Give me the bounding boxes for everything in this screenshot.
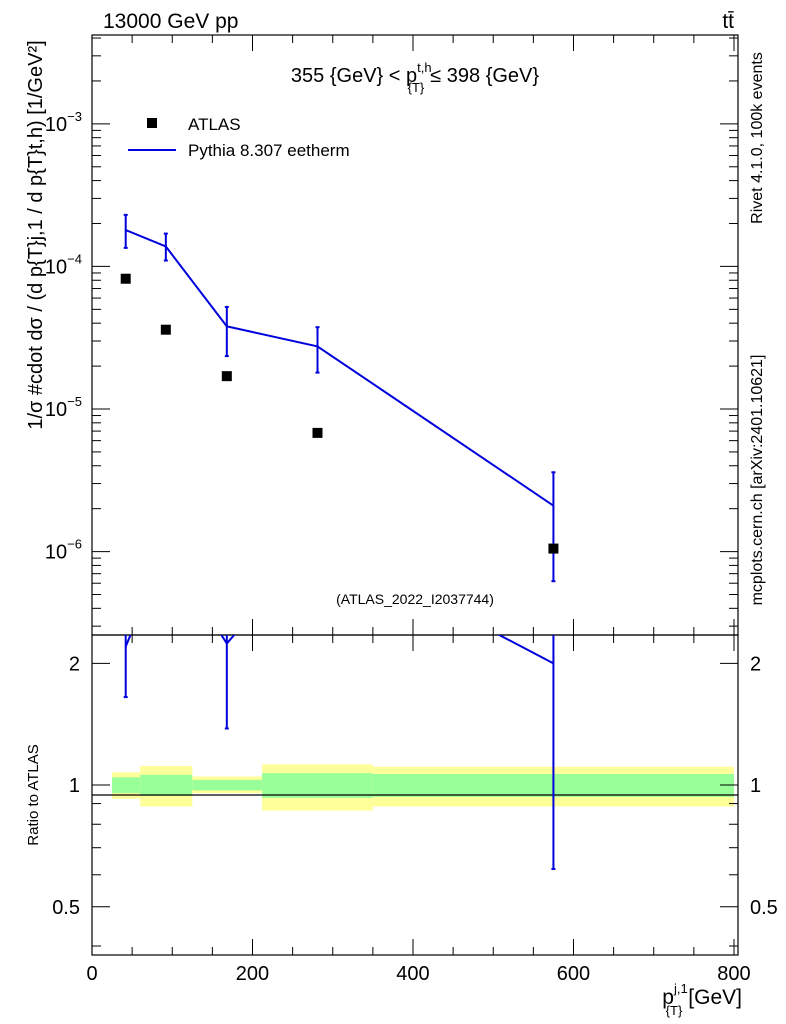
process-label: tt̄ bbox=[722, 10, 734, 33]
main-y-tick-exp-3: −6 bbox=[67, 537, 82, 552]
ratio-band-inner-3 bbox=[262, 773, 373, 798]
bin-label-left: 355 {GeV} < p bbox=[291, 65, 417, 87]
bin-label-right: ≤ 398 {GeV} bbox=[430, 65, 539, 87]
x-label-base: p bbox=[662, 986, 674, 1009]
atlas-marker-2 bbox=[221, 371, 232, 382]
atlas-marker-3 bbox=[312, 427, 323, 438]
ratio-ylabel: Ratio to ATLAS bbox=[25, 744, 42, 845]
main-y-tick-exp-1: −4 bbox=[67, 251, 82, 266]
main-ylabel: 1/σ #cdot dσ / (d p{T}j,1 / d p{T}t,h) [… bbox=[25, 40, 47, 429]
ratio-y-tick-label-right-1: 1 bbox=[750, 775, 761, 797]
legend-atlas-label: ATLAS bbox=[188, 115, 241, 134]
x-tick-label-0: 0 bbox=[86, 963, 97, 985]
main-y-tick-label-1: 10−4 bbox=[45, 251, 82, 278]
atlas-marker-0 bbox=[120, 273, 131, 284]
ratio-y-tick-label-left-1: 1 bbox=[69, 775, 80, 797]
ratio-band-inner-1 bbox=[140, 774, 193, 796]
bin-label-sub: {T} bbox=[408, 80, 425, 95]
atlas-marker-1 bbox=[160, 324, 171, 335]
main-y-tick-label-0: 10−3 bbox=[45, 109, 82, 136]
ratio-band-inner-2 bbox=[192, 779, 263, 791]
main-y-tick-base-1: 10 bbox=[45, 256, 67, 278]
ratio-y-tick-label-right-2: 0.5 bbox=[750, 897, 778, 919]
x-label-sup: j,1 bbox=[673, 981, 688, 996]
main-y-tick-exp-0: −3 bbox=[67, 109, 82, 124]
legend-atlas-marker bbox=[147, 118, 157, 128]
x-tick-label-4: 800 bbox=[717, 963, 750, 985]
analysis-watermark: (ATLAS_2022_I2037744) bbox=[336, 591, 494, 607]
ratio-y-tick-label-left-2: 0.5 bbox=[52, 897, 80, 919]
x-tick-label-3: 600 bbox=[557, 963, 590, 985]
main-y-tick-exp-2: −5 bbox=[67, 394, 82, 409]
pythia-line bbox=[125, 229, 554, 507]
x-label-unit: [GeV] bbox=[688, 986, 742, 1009]
atlas-marker-4 bbox=[548, 543, 559, 554]
bin-label-sup: t,h bbox=[417, 60, 431, 75]
main-y-tick-base-3: 10 bbox=[45, 542, 67, 564]
main-y-tick-base-2: 10 bbox=[45, 399, 67, 421]
x-tick-label-2: 400 bbox=[396, 963, 429, 985]
ratio-y-tick-label-left-0: 2 bbox=[69, 653, 80, 675]
x-label-sub: {T} bbox=[666, 1003, 683, 1018]
ratio-uncertainty-bands bbox=[112, 764, 734, 811]
ratio-data-layer bbox=[123, 635, 556, 871]
main-y-tick-label-2: 10−5 bbox=[45, 394, 82, 421]
ratio-y-tick-label-right-0: 2 bbox=[750, 653, 761, 675]
side-mcplots-label: mcplots.cern.ch [arXiv:2401.10621] bbox=[749, 355, 766, 606]
main-data-layer bbox=[120, 213, 559, 583]
x-axis-label: pj,1 {T} [GeV] bbox=[662, 981, 742, 1018]
ratio-band-inner-0 bbox=[112, 777, 141, 794]
legend-pythia-label: Pythia 8.307 eetherm bbox=[188, 141, 350, 160]
energy-label: 13000 GeV pp bbox=[103, 10, 238, 33]
bin-label: 355 {GeV} < pt,h {T} ≤ 398 {GeV} bbox=[291, 60, 539, 95]
main-y-tick-base-0: 10 bbox=[45, 114, 67, 136]
axis-ticks bbox=[91, 35, 738, 955]
x-tick-label-1: 200 bbox=[236, 963, 269, 985]
side-rivet-label: Rivet 4.1.0, 100k events bbox=[749, 52, 766, 224]
main-y-tick-label-3: 10−6 bbox=[45, 537, 82, 564]
